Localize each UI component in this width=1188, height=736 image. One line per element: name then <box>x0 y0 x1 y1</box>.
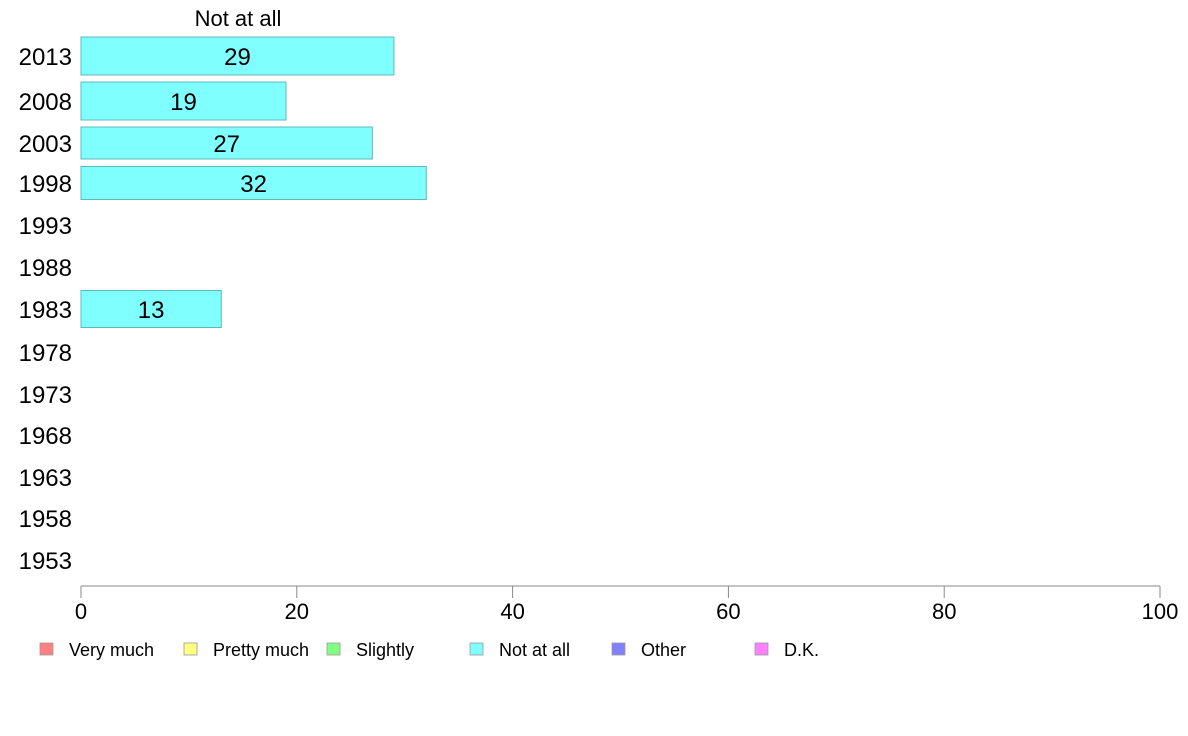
x-tick-label-20: 20 <box>285 599 309 624</box>
y-label-1968: 1968 <box>19 423 72 450</box>
bar-1998 <box>80 166 427 200</box>
panel-title: Not at all <box>195 6 282 31</box>
y-label-1998: 1998 <box>19 171 72 198</box>
y-label-2003: 2003 <box>19 131 72 158</box>
y-label-2013: 2013 <box>19 44 72 71</box>
legend-label-6: D.K. <box>784 640 819 660</box>
bar-1983 <box>80 290 222 328</box>
bar-2003 <box>80 126 373 160</box>
x-tick-label-40: 40 <box>500 599 524 624</box>
bar-label-2003: 27 <box>213 131 240 158</box>
legend-swatch-6 <box>754 642 769 656</box>
legend-swatch-1 <box>39 642 54 656</box>
bar-label-1998: 32 <box>240 171 267 198</box>
x-tick-label-60: 60 <box>716 599 740 624</box>
legend-label-4: Not at all <box>499 640 570 660</box>
legend-label-2: Pretty much <box>213 640 309 660</box>
y-label-2008: 2008 <box>19 89 72 116</box>
bar-label-1983: 13 <box>138 297 165 324</box>
legend-swatch-3 <box>326 642 341 656</box>
legend-swatch-5 <box>611 642 626 656</box>
y-label-1963: 1963 <box>19 465 72 492</box>
legend-label-1: Very much <box>69 640 154 660</box>
legend-label-5: Other <box>641 640 686 660</box>
y-label-1988: 1988 <box>19 255 72 282</box>
y-label-1973: 1973 <box>19 382 72 409</box>
bar-label-2008: 19 <box>170 89 197 116</box>
y-label-1993: 1993 <box>19 213 72 240</box>
legend-swatch-2 <box>183 642 198 656</box>
legend-swatch-4 <box>469 642 484 656</box>
y-label-1983: 1983 <box>19 297 72 324</box>
x-tick-label-80: 80 <box>932 599 956 624</box>
bar-2008 <box>80 81 287 121</box>
x-tick-label-100: 100 <box>1142 599 1179 624</box>
x-axis: 0 20 40 60 80 100 <box>75 585 1179 624</box>
x-tick-label-0: 0 <box>75 599 87 624</box>
y-axis-labels: 2013 2008 2003 1998 1993 1988 1983 1978 1973 1968… <box>19 44 72 575</box>
y-label-1953: 1953 <box>19 548 72 575</box>
bar-2013 <box>80 36 395 76</box>
bar-label-2013: 29 <box>224 44 251 71</box>
y-label-1958: 1958 <box>19 506 72 533</box>
legend-label-3: Slightly <box>356 640 414 660</box>
legend: Very much Pretty much Slightly Not at all Ot… <box>39 640 819 660</box>
y-label-1978: 1978 <box>19 340 72 367</box>
